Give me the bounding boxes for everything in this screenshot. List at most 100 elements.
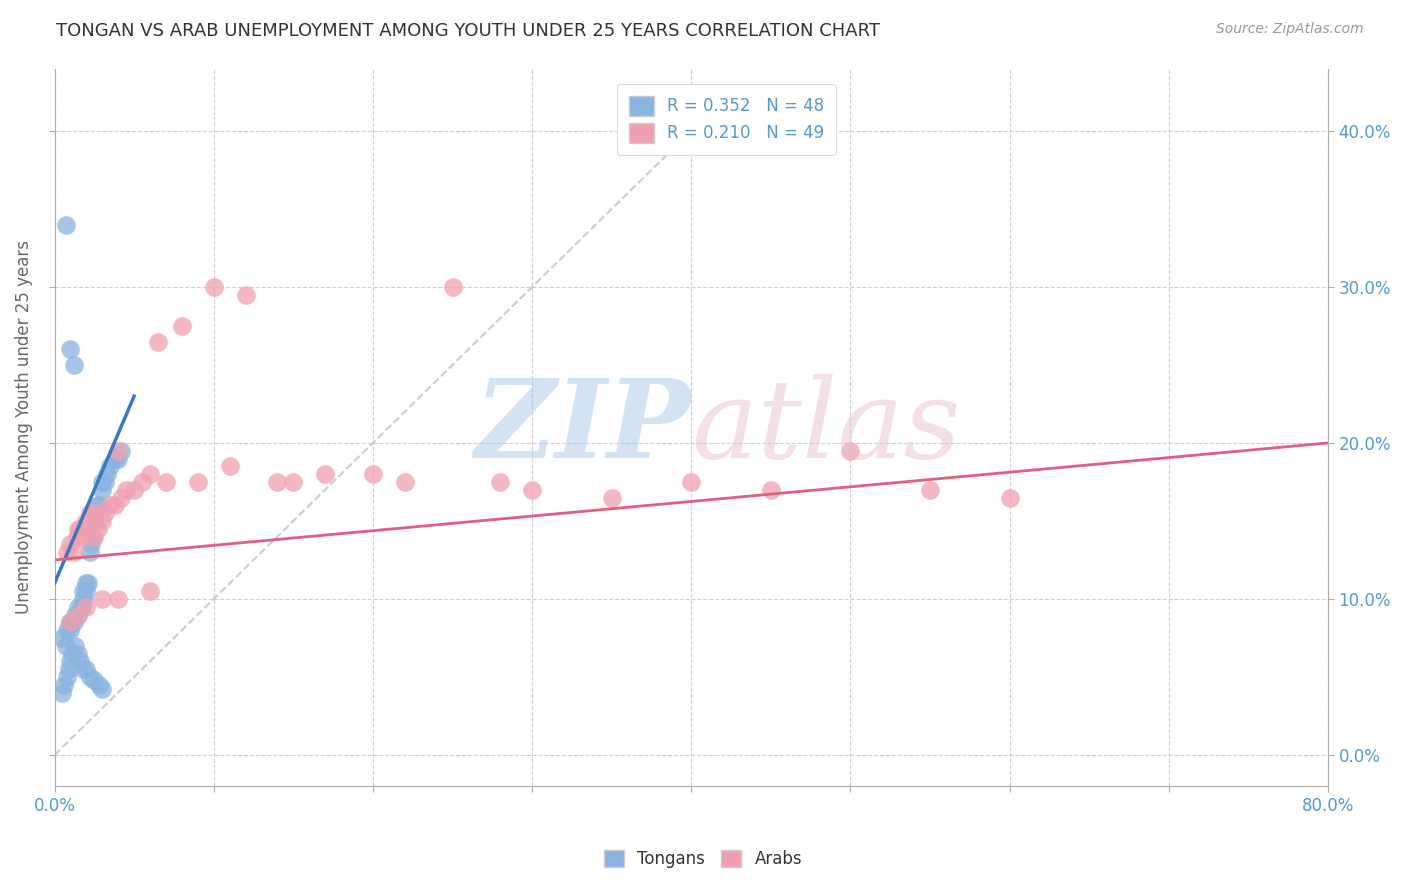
Point [122, 483, 145, 497]
Text: TONGAN VS ARAB UNEMPLOYMENT AMONG YOUTH UNDER 25 YEARS CORRELATION CHART: TONGAN VS ARAB UNEMPLOYMENT AMONG YOUTH … [56, 22, 880, 40]
Point [115, 483, 138, 497]
Point [91, 591, 114, 606]
Point [51, 631, 73, 645]
Point [67, 607, 90, 622]
Point [55, 639, 77, 653]
Text: Source: ZipAtlas.com: Source: ZipAtlas.com [1216, 22, 1364, 37]
Point [98, 459, 121, 474]
Point [67, 607, 90, 622]
Point [91, 483, 114, 497]
Point [110, 491, 132, 505]
Point [65, 639, 87, 653]
Point [83, 514, 105, 528]
Text: atlas: atlas [692, 374, 960, 481]
Point [67, 522, 90, 536]
Point [104, 451, 127, 466]
Point [59, 343, 82, 357]
Point [62, 615, 84, 630]
Point [67, 599, 90, 614]
Point [65, 607, 87, 622]
Point [170, 318, 193, 333]
Point [107, 451, 129, 466]
Point [314, 467, 336, 482]
Point [75, 584, 97, 599]
Point [86, 522, 108, 536]
Point [96, 467, 118, 482]
Point [441, 280, 464, 294]
Point [72, 529, 94, 543]
Point [72, 662, 94, 676]
Point [60, 647, 83, 661]
Point [235, 287, 257, 301]
Point [998, 491, 1021, 505]
Point [520, 483, 543, 497]
Point [69, 522, 91, 536]
Point [394, 475, 416, 489]
Point [62, 358, 84, 372]
Point [98, 499, 121, 513]
Point [87, 499, 110, 513]
Y-axis label: Unemployment Among Youth under 25 years: Unemployment Among Youth under 25 years [15, 240, 32, 615]
Point [77, 576, 100, 591]
Point [87, 678, 110, 692]
Point [70, 599, 93, 614]
Point [67, 647, 90, 661]
Point [72, 584, 94, 599]
Point [266, 475, 288, 489]
Text: ZIP: ZIP [475, 374, 692, 481]
Legend: Tongans, Arabs: Tongans, Arabs [598, 843, 808, 875]
Point [58, 662, 80, 676]
Point [55, 218, 77, 232]
Point [79, 545, 101, 559]
Point [53, 678, 76, 692]
Point [218, 459, 240, 474]
Point [110, 443, 132, 458]
Point [83, 529, 105, 543]
Point [83, 506, 105, 520]
Point [59, 623, 82, 637]
Point [131, 475, 153, 489]
Point [681, 475, 703, 489]
Point [56, 623, 79, 637]
Point [83, 673, 105, 687]
Point [139, 467, 162, 482]
Point [62, 545, 84, 559]
Point [79, 506, 101, 520]
Point [59, 615, 82, 630]
Point [75, 599, 97, 614]
Point [80, 537, 103, 551]
Point [759, 483, 782, 497]
Point [72, 591, 94, 606]
Point [56, 545, 79, 559]
Point [94, 506, 117, 520]
Point [79, 670, 101, 684]
Point [155, 475, 177, 489]
Point [91, 475, 114, 489]
Point [187, 475, 209, 489]
Point [839, 443, 862, 458]
Point [66, 529, 89, 543]
Point [82, 529, 104, 543]
Point [75, 576, 97, 591]
Point [489, 475, 512, 489]
Point [91, 514, 114, 528]
Point [75, 662, 97, 676]
Point [104, 499, 127, 513]
Point [59, 615, 82, 630]
Point [139, 584, 162, 599]
Point [600, 491, 623, 505]
Point [283, 475, 305, 489]
Point [59, 537, 82, 551]
Legend: R = 0.352   N = 48, R = 0.210   N = 49: R = 0.352 N = 48, R = 0.210 N = 49 [617, 84, 835, 154]
Point [86, 499, 108, 513]
Point [94, 475, 117, 489]
Point [56, 670, 79, 684]
Point [51, 685, 73, 699]
Point [361, 467, 384, 482]
Point [69, 654, 91, 668]
Point [91, 682, 114, 697]
Point [920, 483, 942, 497]
Point [202, 280, 225, 294]
Point [83, 506, 105, 520]
Point [107, 443, 129, 458]
